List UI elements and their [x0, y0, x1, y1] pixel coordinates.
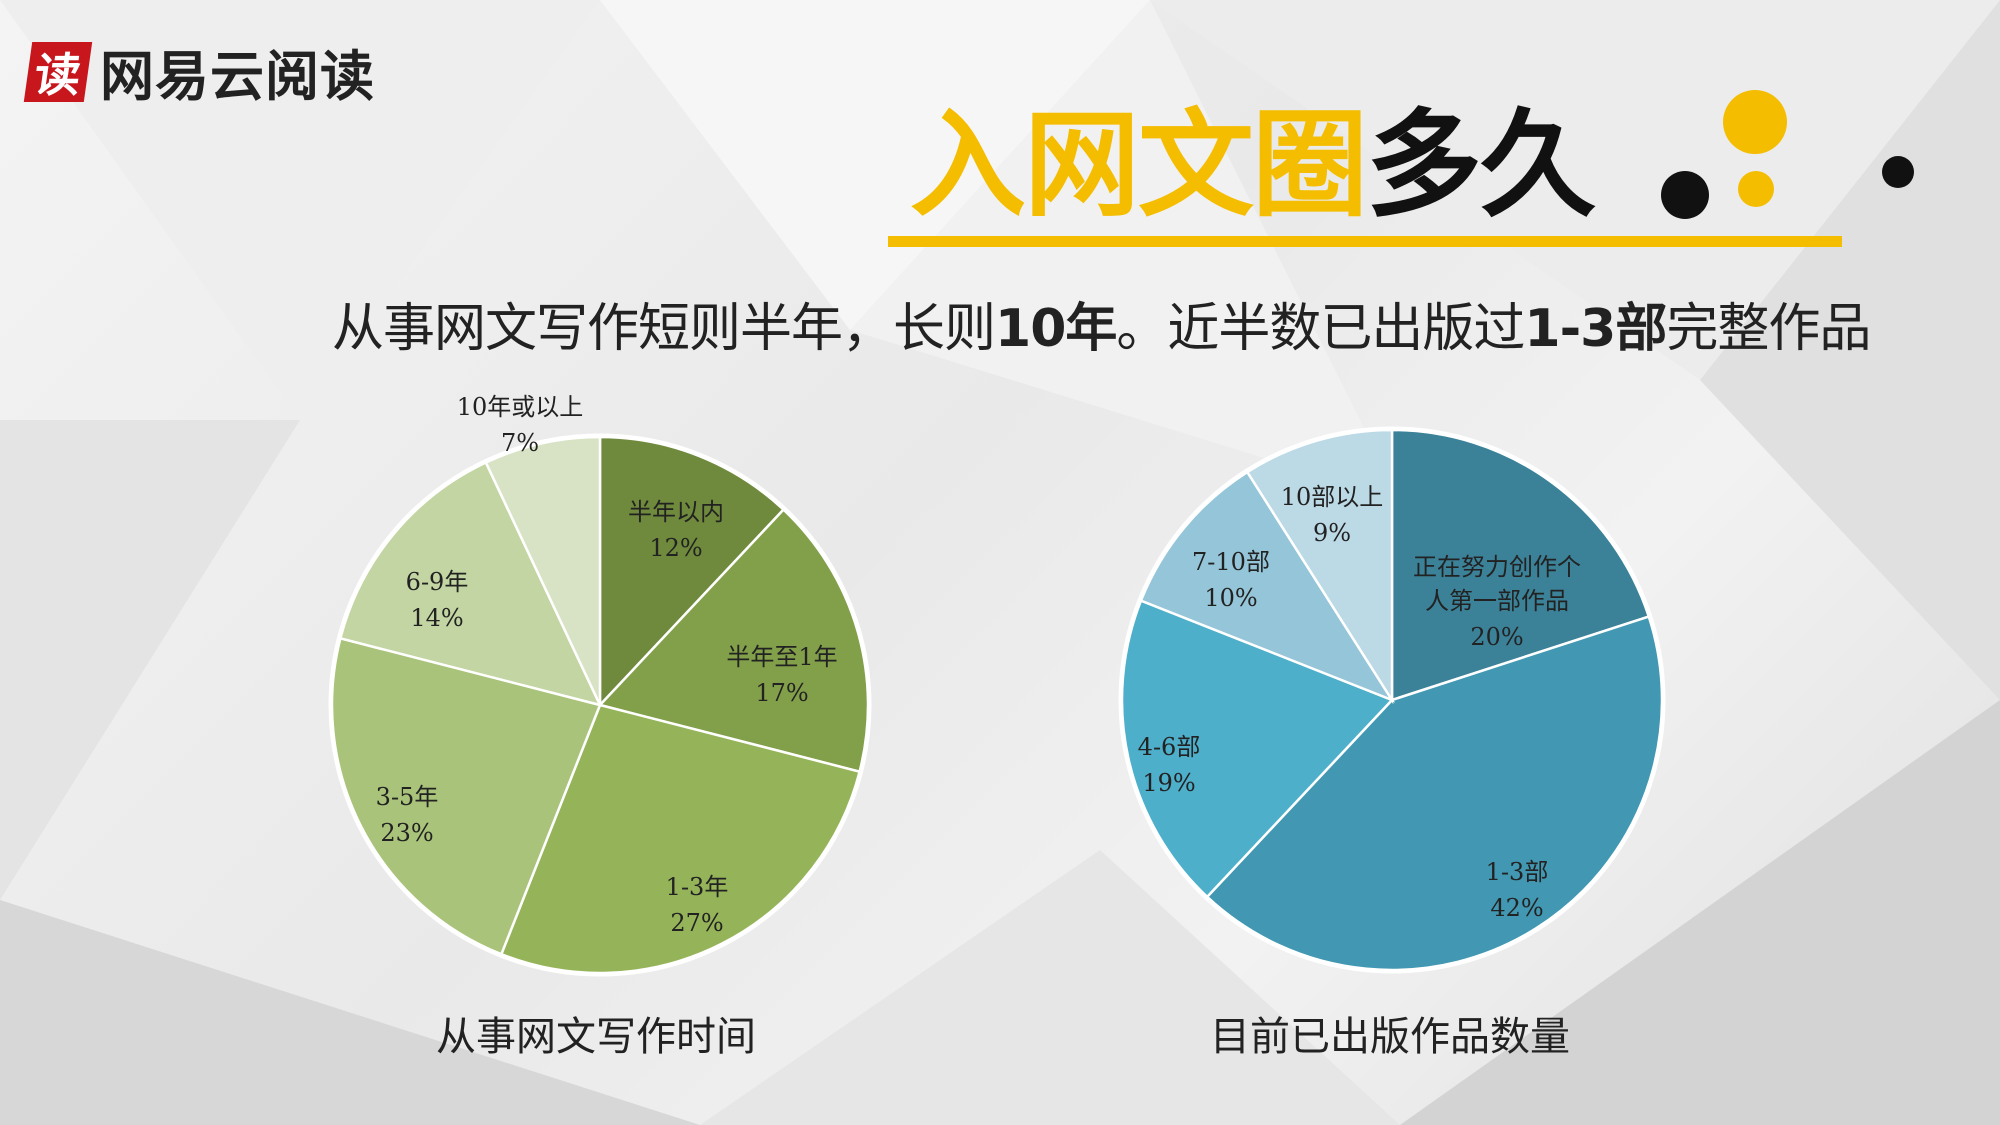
pie-slice: [499, 703, 862, 975]
pie-slice: [597, 507, 870, 774]
pie-chart-writing-time: 半年以内 12% 半年至1年 17% 1-3年 27% 3-5年 23% 6-9年 14% 10年或…: [328, 393, 872, 977]
slice-label: 7-10部 10%: [1192, 548, 1270, 612]
pie-slice: [1390, 428, 1651, 702]
title-rest: 多久: [1366, 98, 1596, 233]
page-title: 入网文圈多久: [910, 108, 1596, 224]
logo-text: 网易云阅读: [100, 45, 375, 108]
pie-slice: [1139, 470, 1396, 703]
logo: 读 网易云阅读: [23, 32, 375, 111]
slice-label: 1-3年 27%: [666, 873, 729, 937]
slice-label: 正在努力创作个人第一部作品 20%: [1413, 553, 1581, 651]
pie-slice: [484, 435, 602, 706]
pie-slice: [1120, 598, 1395, 899]
decor-dot-black-left: [1661, 171, 1709, 219]
pie-chart-published-works: 正在努力创作个人第一部作品 20% 1-3部 42% 4-6部 19% 7-10部 10%10…: [1118, 426, 1666, 974]
pie-slice: [1205, 614, 1664, 972]
pie-outline: [328, 433, 872, 977]
subtitle-part-1: 从事网文写作短则半年，长则: [332, 299, 996, 359]
decor-dot-black-right: [1882, 156, 1914, 188]
title-highlight: 入网文圈: [910, 98, 1368, 233]
chart-caption-right: 目前已出版作品数量: [1210, 1014, 1570, 1060]
subtitle-bold-2: 1-3部: [1524, 299, 1667, 359]
decor-dot-large-yellow: [1723, 90, 1787, 154]
subtitle-bold-1: 10年: [995, 299, 1117, 359]
slice-label: 3-5年 23%: [376, 783, 439, 847]
slice-label: 半年以内 12%: [628, 498, 724, 562]
chart-caption-left: 从事网文写作时间: [436, 1014, 756, 1060]
subtitle: 从事网文写作短则半年，长则10年。近半数已出版过1-3部完整作品: [332, 286, 1871, 361]
decor-dot-small-yellow: [1738, 171, 1774, 207]
slice-label: 1-3部 42%: [1486, 858, 1549, 922]
title-underline: [888, 236, 1842, 247]
pie-slice: [330, 636, 602, 956]
subtitle-part-3: 完整作品: [1666, 299, 1871, 359]
slice-label: 半年至1年 17%: [726, 643, 837, 707]
slice-label: 10年或以上 7%: [457, 393, 584, 457]
slice-label: 6-9年 14%: [406, 568, 469, 632]
pie-slice: [1245, 428, 1394, 705]
slice-label: 4-6部 19%: [1138, 733, 1201, 797]
pie-outline: [1118, 426, 1666, 974]
pie-slice: [338, 460, 603, 707]
slice-label: 10部以上 9%: [1281, 483, 1384, 547]
subtitle-part-2: 。近半数已出版过: [1116, 299, 1525, 359]
pie-slice: [598, 435, 786, 709]
